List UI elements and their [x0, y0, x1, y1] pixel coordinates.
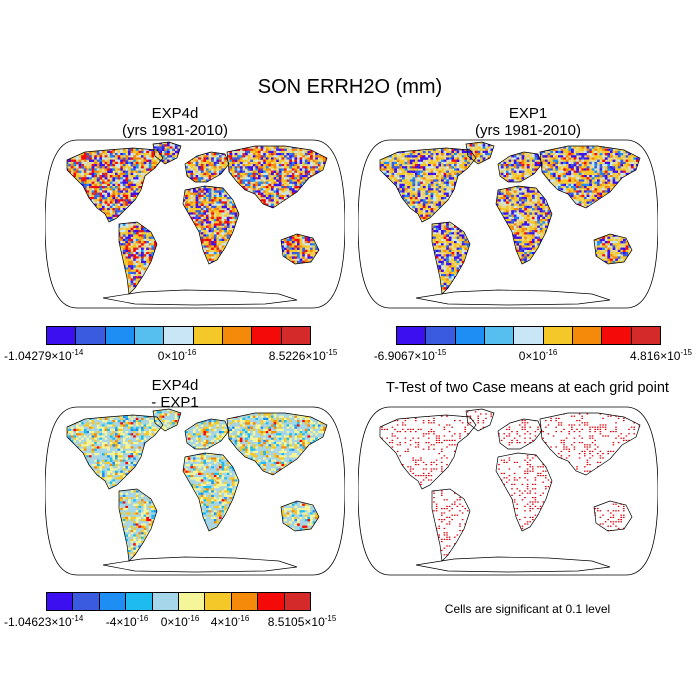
- diff-colorbar: [46, 592, 311, 611]
- exp1-colorbar-swatch-9: [631, 327, 660, 344]
- ttest-map-antarctica: [416, 557, 610, 572]
- exp4d-cbar-label-min: -1.04279×10-14: [4, 348, 84, 363]
- diff-cbar-label-min: -1.04623×10-14: [4, 614, 84, 629]
- exp1-title: EXP1 (yrs 1981-2010): [408, 105, 648, 139]
- exp4d-title-line2: (yrs 1981-2010): [122, 122, 228, 139]
- exp4d-colorbar-swatch-8: [252, 327, 282, 344]
- exp4d-colorbar-swatch-2: [76, 327, 106, 344]
- exp4d-map-coastlines: [66, 141, 328, 306]
- diff-colorbar-swatch-8: [231, 593, 259, 610]
- diff-colorbar-swatch-6: [179, 593, 206, 610]
- exp4d-colorbar: [46, 326, 311, 345]
- figure-title: SON ERRH2O (mm): [257, 76, 443, 98]
- diff-colorbar-swatch-10: [284, 593, 311, 610]
- diff-cbar-label-max: 8.5105×10-15: [267, 614, 337, 629]
- diff-map-antarctica: [103, 557, 297, 572]
- exp4d-colorbar-swatch-1: [47, 327, 77, 344]
- exp1-colorbar-swatch-4: [484, 327, 515, 344]
- diff-colorbar-swatch-7: [205, 593, 232, 610]
- exp1-colorbar-swatch-1: [397, 327, 427, 344]
- exp1-title-line1: EXP1: [508, 105, 548, 122]
- diff-colorbar-swatch-1: [47, 593, 74, 610]
- exp1-map-coastlines: [379, 141, 641, 306]
- exp1-colorbar-swatch-7: [572, 327, 603, 344]
- exp4d-colorbar-swatch-6: [193, 327, 223, 344]
- diff-colorbar-swatch-3: [99, 593, 127, 610]
- diff-colorbar-swatch-5: [152, 593, 180, 610]
- exp1-colorbar-swatch-2: [426, 327, 456, 344]
- diff-map: [45, 406, 345, 576]
- exp4d-cbar-label-mid: 0×10-16: [157, 348, 197, 363]
- diff-cbar-label-neg: -4×10-16: [105, 614, 149, 629]
- exp4d-colorbar-swatch-3: [105, 327, 135, 344]
- ttest-map-greenland: [466, 409, 494, 431]
- exp4d-colorbar-swatch-4: [134, 327, 165, 344]
- exp4d-colorbar-swatch-5: [164, 327, 194, 344]
- diff-map-coastlines: [66, 408, 328, 573]
- diff-colorbar-swatch-4: [126, 593, 153, 610]
- exp1-map-antarctica: [416, 290, 610, 305]
- exp1-cbar-label-min: -6.9067×10-15: [373, 348, 447, 363]
- exp4d-cbar-label-max: 8.5226×10-15: [268, 348, 338, 363]
- exp4d-map-antarctica: [103, 290, 297, 305]
- exp1-cbar-label-max: 4.816×10-15: [630, 348, 692, 363]
- significance-note: Cells are significant at 0.1 level: [444, 602, 611, 616]
- exp1-title-line2: (yrs 1981-2010): [475, 122, 581, 139]
- exp4d-colorbar-swatch-7: [222, 327, 253, 344]
- ttest-map-coastlines: [379, 408, 641, 573]
- exp1-map: [358, 139, 658, 309]
- ttest-map: [358, 406, 658, 576]
- diff-cbar-label-zero: 0×10-16: [160, 614, 200, 629]
- ttest-map-north-america: [380, 415, 476, 489]
- ttest-map-south-america: [432, 489, 470, 561]
- diff-cbar-label-pos: 4×10-16: [210, 614, 250, 629]
- exp4d-map: [45, 139, 345, 309]
- diff-colorbar-swatch-2: [73, 593, 100, 610]
- exp1-cbar-label-mid: 0×10-16: [518, 348, 558, 363]
- exp1-colorbar: [396, 326, 661, 345]
- ttest-map-africa: [496, 453, 552, 531]
- ttest-title: T-Test of two Case means at each grid po…: [386, 380, 669, 396]
- diff-colorbar-swatch-9: [258, 593, 285, 610]
- exp4d-title: EXP4d (yrs 1981-2010): [55, 105, 295, 139]
- exp1-colorbar-swatch-3: [455, 327, 485, 344]
- exp4d-title-line1: EXP4d: [151, 105, 199, 122]
- exp1-colorbar-swatch-8: [602, 327, 632, 344]
- exp4d-colorbar-swatch-9: [281, 327, 310, 344]
- ttest-map-europe: [498, 419, 542, 449]
- ttest-map-land: [380, 409, 640, 572]
- exp1-colorbar-swatch-6: [543, 327, 573, 344]
- exp1-colorbar-swatch-5: [514, 327, 544, 344]
- diff-title-line1: EXP4d: [151, 377, 199, 394]
